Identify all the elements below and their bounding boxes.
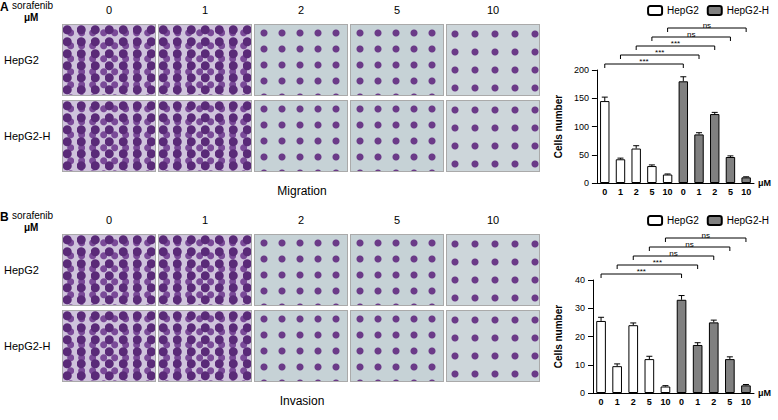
html-text:HepG2-H: HepG2-H bbox=[4, 340, 51, 352]
svg-text:***: *** bbox=[639, 57, 648, 66]
svg-text:2: 2 bbox=[711, 397, 716, 407]
svg-text:***: *** bbox=[637, 267, 646, 276]
svg-text:HepG2-H: HepG2-H bbox=[727, 5, 769, 16]
html-text:5: 5 bbox=[393, 4, 401, 16]
html-text:2: 2 bbox=[297, 214, 305, 226]
svg-text:5: 5 bbox=[727, 397, 732, 407]
html-text:0: 0 bbox=[105, 4, 113, 16]
html-text:1: 1 bbox=[201, 4, 209, 16]
svg-text:5: 5 bbox=[649, 187, 654, 197]
svg-text:Cells number: Cells number bbox=[553, 305, 564, 368]
html-text:10: 10 bbox=[486, 214, 500, 226]
html-text:10: 10 bbox=[486, 4, 500, 16]
html-text:A sorafenib: A sorafenib bbox=[0, 0, 54, 14]
svg-text:2: 2 bbox=[634, 187, 639, 197]
svg-text:10: 10 bbox=[575, 360, 585, 370]
svg-text:150: 150 bbox=[574, 93, 589, 103]
html-text:HepG2: HepG2 bbox=[4, 54, 39, 66]
svg-text:10: 10 bbox=[741, 397, 751, 407]
svg-text:1: 1 bbox=[697, 187, 702, 197]
html-text:Invasion: Invasion bbox=[279, 394, 325, 408]
svg-text:40: 40 bbox=[575, 275, 585, 285]
svg-text:1: 1 bbox=[618, 187, 623, 197]
svg-text:***: *** bbox=[655, 48, 664, 57]
svg-text:2: 2 bbox=[712, 187, 717, 197]
html-text:5: 5 bbox=[393, 214, 401, 226]
svg-text:HepG2-H: HepG2-H bbox=[727, 215, 769, 226]
svg-text:10: 10 bbox=[663, 187, 673, 197]
svg-text:μM: μM bbox=[758, 178, 771, 188]
html-text:B sorafenib: B sorafenib bbox=[0, 210, 54, 224]
svg-text:0: 0 bbox=[602, 187, 607, 197]
svg-text:HepG2: HepG2 bbox=[667, 5, 699, 16]
svg-text:0: 0 bbox=[584, 178, 589, 188]
html-text:μM: μM bbox=[24, 12, 39, 23]
html-text:2: 2 bbox=[297, 4, 305, 16]
svg-text:0: 0 bbox=[599, 397, 604, 407]
svg-text:ns: ns bbox=[687, 30, 695, 39]
svg-text:ns: ns bbox=[701, 231, 709, 240]
svg-text:Cells number: Cells number bbox=[553, 95, 564, 158]
svg-text:1: 1 bbox=[615, 397, 620, 407]
svg-text:***: *** bbox=[653, 258, 662, 267]
svg-text:ns: ns bbox=[703, 21, 711, 30]
svg-text:μM: μM bbox=[758, 388, 771, 398]
svg-text:100: 100 bbox=[574, 122, 589, 132]
svg-text:10: 10 bbox=[741, 187, 751, 197]
svg-text:***: *** bbox=[671, 39, 680, 48]
svg-text:0: 0 bbox=[679, 397, 684, 407]
html-text:μM: μM bbox=[24, 222, 39, 233]
html-text:HepG2-H: HepG2-H bbox=[4, 130, 51, 142]
svg-text:0: 0 bbox=[580, 388, 585, 398]
svg-text:20: 20 bbox=[575, 332, 585, 342]
svg-text:5: 5 bbox=[647, 397, 652, 407]
svg-text:10: 10 bbox=[660, 397, 670, 407]
svg-text:50: 50 bbox=[579, 150, 589, 160]
svg-text:1: 1 bbox=[695, 397, 700, 407]
svg-text:2: 2 bbox=[631, 397, 636, 407]
svg-text:200: 200 bbox=[574, 65, 589, 75]
svg-text:5: 5 bbox=[728, 187, 733, 197]
html-text:1: 1 bbox=[201, 214, 209, 226]
html-text:HepG2: HepG2 bbox=[4, 264, 39, 276]
html-text:0: 0 bbox=[105, 214, 113, 226]
svg-text:30: 30 bbox=[575, 303, 585, 313]
svg-text:0: 0 bbox=[681, 187, 686, 197]
svg-text:ns: ns bbox=[669, 249, 677, 258]
svg-text:ns: ns bbox=[685, 240, 693, 249]
html-text:Migration: Migration bbox=[277, 184, 327, 198]
svg-text:HepG2: HepG2 bbox=[667, 215, 699, 226]
